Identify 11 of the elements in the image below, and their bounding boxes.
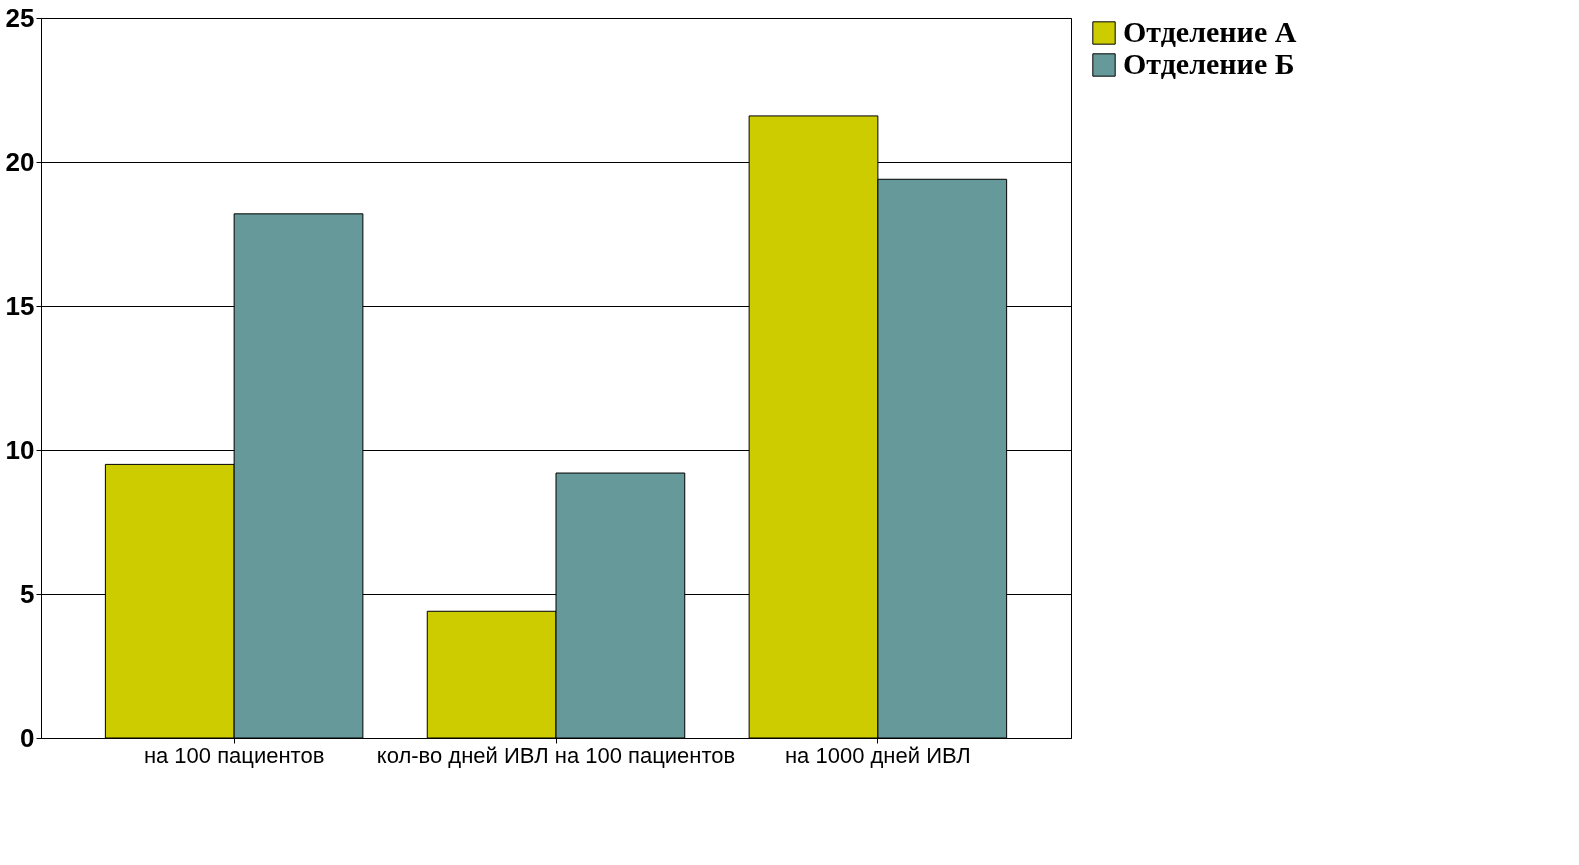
y-tick-label: 5 <box>20 578 35 609</box>
y-tick-label: 0 <box>20 722 35 753</box>
legend-label: Отделение Б <box>1123 47 1295 80</box>
y-tick-label: 10 <box>5 434 35 465</box>
legend-label: Отделение А <box>1123 15 1297 48</box>
x-tick-label: на 100 пациентов <box>143 742 325 768</box>
y-tick-label: 15 <box>5 290 35 321</box>
y-tick-label: 25 <box>5 2 35 33</box>
y-tick-label: 20 <box>5 146 35 177</box>
x-tick-label: на 1000 дней ИВЛ <box>784 742 971 768</box>
x-tick-label: кол-во дней ИВЛ на 100 пациентов <box>376 742 736 768</box>
